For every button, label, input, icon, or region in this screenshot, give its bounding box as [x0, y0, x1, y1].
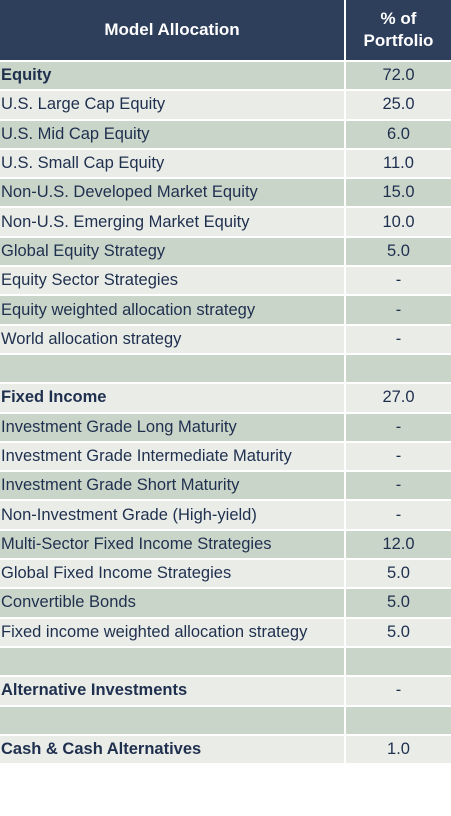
- table-row: Equity 72.0: [0, 62, 451, 92]
- row-value: [346, 648, 451, 675]
- table-header: Model Allocation % of Portfolio: [0, 0, 451, 62]
- row-label: [0, 354, 346, 383]
- row-label: U.S. Large Cap Equity: [0, 91, 346, 119]
- row-value: -: [395, 505, 402, 524]
- row-value: -: [395, 681, 402, 700]
- table-row: Multi-Sector Fixed Income Strategies 12.0: [0, 530, 451, 561]
- row-value: 6.0: [387, 124, 410, 143]
- table-row: Convertible Bonds 5.0: [0, 589, 451, 619]
- row-value: 5.0: [387, 241, 410, 260]
- table-row: Equity Sector Strategies -: [0, 267, 451, 297]
- row-label: Convertible Bonds: [0, 589, 346, 617]
- row-value: 5.0: [387, 593, 410, 612]
- row-label: Global Fixed Income Strategies: [0, 560, 346, 588]
- row-value: 10.0: [382, 212, 415, 231]
- table-row: U.S. Mid Cap Equity 6.0: [0, 120, 451, 150]
- row-value: -: [395, 417, 402, 436]
- table-row: U.S. Large Cap Equity 25.0: [0, 91, 451, 121]
- row-value: -: [395, 447, 402, 465]
- row-label: Alternative Investments: [0, 677, 346, 705]
- row-label: Fixed Income: [0, 384, 346, 412]
- table-row: Fixed income weighted allocation strateg…: [0, 618, 451, 648]
- row-label: Cash & Cash Alternatives: [0, 735, 346, 764]
- table-row: [0, 706, 451, 736]
- row-value: 72.0: [382, 66, 415, 85]
- row-value: -: [395, 476, 402, 495]
- row-value: [346, 355, 451, 382]
- table-row: Cash & Cash Alternatives 1.0: [0, 735, 451, 766]
- header-percent-line2: Portfolio: [363, 31, 434, 50]
- row-label: U.S. Mid Cap Equity: [0, 120, 346, 148]
- row-value: -: [395, 329, 402, 348]
- table-row: Non-U.S. Developed Market Equity 15.0: [0, 179, 451, 209]
- row-label: [0, 647, 346, 676]
- row-label: World allocation strategy: [0, 325, 346, 353]
- table-row: Non-Investment Grade (High-yield) -: [0, 501, 451, 531]
- row-label: U.S. Small Cap Equity: [0, 149, 346, 178]
- row-value: 25.0: [382, 95, 415, 114]
- row-value: -: [395, 300, 402, 319]
- row-value: [346, 707, 451, 734]
- header-percent-of-portfolio: % of Portfolio: [346, 0, 451, 60]
- table-row: [0, 647, 451, 678]
- row-label: Non-U.S. Developed Market Equity: [0, 179, 346, 207]
- row-value: 15.0: [382, 183, 415, 202]
- table-row: Investment Grade Short Maturity -: [0, 472, 451, 502]
- table-row: Fixed Income 27.0: [0, 384, 451, 414]
- row-label: Investment Grade Short Maturity: [0, 472, 346, 500]
- table-row: Investment Grade Long Maturity -: [0, 413, 451, 443]
- row-value: 5.0: [387, 622, 410, 641]
- row-label: [0, 706, 346, 734]
- allocation-table: Model Allocation % of Portfolio Equity 72.…: [0, 0, 451, 766]
- table-body: Equity 72.0 U.S. Large Cap Equity 25.0 U.S. …: [0, 62, 451, 766]
- table-row: Investment Grade Intermediate Maturity -: [0, 442, 451, 473]
- table-row: Non-U.S. Emerging Market Equity 10.0: [0, 208, 451, 238]
- row-label: Fixed income weighted allocation strateg…: [0, 618, 346, 646]
- table-row: Equity weighted allocation strategy -: [0, 296, 451, 326]
- row-label: Global Equity Strategy: [0, 237, 346, 266]
- table-row: Global Equity Strategy 5.0: [0, 237, 451, 268]
- row-value: 12.0: [382, 534, 415, 553]
- row-label: Equity Sector Strategies: [0, 267, 346, 295]
- row-value: -: [395, 271, 402, 290]
- row-label: Investment Grade Long Maturity: [0, 413, 346, 441]
- row-label: Investment Grade Intermediate Maturity: [0, 442, 346, 471]
- row-label: Non-U.S. Emerging Market Equity: [0, 208, 346, 236]
- table-row: World allocation strategy -: [0, 325, 451, 355]
- row-value: 11.0: [383, 154, 414, 173]
- row-label: Equity weighted allocation strategy: [0, 296, 346, 324]
- header-percent-line1: % of: [380, 9, 417, 28]
- row-label: Equity: [0, 62, 346, 90]
- table-row: [0, 354, 451, 385]
- table-row: Global Fixed Income Strategies 5.0: [0, 560, 451, 590]
- row-label: Multi-Sector Fixed Income Strategies: [0, 530, 346, 559]
- row-value: 5.0: [387, 564, 410, 583]
- table-row: U.S. Small Cap Equity 11.0: [0, 149, 451, 180]
- row-label: Non-Investment Grade (High-yield): [0, 501, 346, 529]
- row-value: 27.0: [382, 388, 415, 407]
- row-value: 1.0: [387, 739, 410, 758]
- header-model-allocation: Model Allocation: [0, 0, 346, 60]
- table-row: Alternative Investments -: [0, 677, 451, 707]
